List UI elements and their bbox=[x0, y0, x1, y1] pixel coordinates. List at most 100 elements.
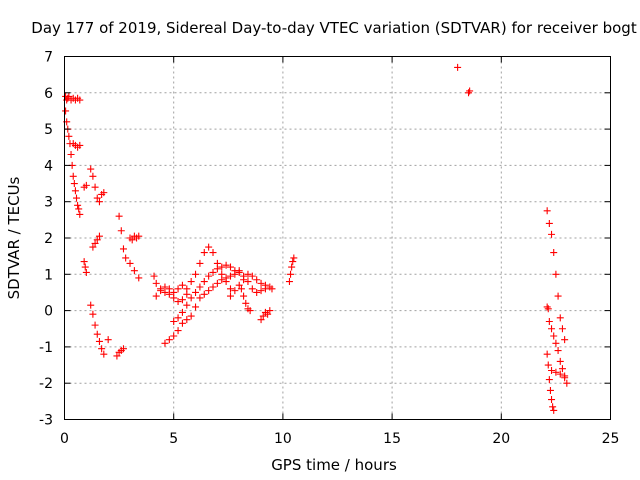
data-point bbox=[548, 366, 556, 374]
data-point bbox=[545, 317, 553, 325]
data-point bbox=[222, 274, 230, 282]
data-point bbox=[548, 230, 556, 238]
data-point bbox=[119, 345, 127, 353]
data-point bbox=[65, 132, 73, 140]
data-point bbox=[100, 189, 108, 197]
y-tick-label: -3 bbox=[39, 413, 53, 429]
data-point bbox=[71, 187, 79, 195]
data-point bbox=[550, 332, 558, 340]
data-point bbox=[80, 258, 88, 266]
data-point bbox=[253, 276, 261, 284]
data-point bbox=[285, 278, 293, 286]
data-point bbox=[87, 301, 95, 309]
data-point bbox=[178, 308, 186, 316]
data-point bbox=[170, 317, 178, 325]
data-points bbox=[62, 63, 571, 414]
y-axis-label: SDTVAR / TECUs bbox=[5, 176, 23, 299]
data-point bbox=[192, 303, 200, 311]
data-point bbox=[218, 276, 226, 284]
data-point bbox=[209, 268, 217, 276]
data-point bbox=[135, 232, 143, 240]
data-point bbox=[113, 352, 121, 360]
data-point bbox=[65, 92, 73, 100]
data-point bbox=[93, 194, 101, 202]
x-tick-label: 5 bbox=[169, 431, 178, 447]
data-point bbox=[209, 283, 217, 291]
data-point bbox=[95, 198, 103, 206]
data-point bbox=[82, 268, 90, 276]
data-point bbox=[266, 307, 274, 315]
data-point bbox=[244, 270, 252, 278]
data-point bbox=[543, 350, 551, 358]
data-point bbox=[128, 236, 136, 244]
data-point bbox=[552, 339, 560, 347]
x-tick-label: 0 bbox=[60, 431, 69, 447]
data-point bbox=[237, 285, 245, 293]
data-point bbox=[152, 279, 160, 287]
data-point bbox=[89, 243, 97, 251]
data-point bbox=[288, 263, 296, 271]
data-point bbox=[200, 278, 208, 286]
data-point bbox=[563, 379, 571, 387]
data-point bbox=[89, 310, 97, 318]
data-point bbox=[550, 406, 558, 414]
data-point bbox=[81, 263, 89, 271]
data-point bbox=[231, 287, 239, 295]
data-point bbox=[161, 339, 169, 347]
grid-lines bbox=[64, 56, 611, 420]
data-point bbox=[226, 292, 234, 300]
data-point bbox=[70, 180, 78, 188]
data-point bbox=[545, 376, 553, 384]
data-point bbox=[289, 258, 297, 266]
data-point bbox=[548, 396, 556, 404]
data-point bbox=[200, 290, 208, 298]
data-point bbox=[196, 259, 204, 267]
data-point bbox=[192, 288, 200, 296]
data-point bbox=[259, 312, 267, 320]
data-point bbox=[244, 278, 252, 286]
axis-ticks bbox=[64, 56, 611, 420]
data-point bbox=[178, 281, 186, 289]
data-point bbox=[187, 278, 195, 286]
data-point bbox=[196, 283, 204, 291]
x-axis-label: GPS time / hours bbox=[271, 456, 397, 474]
data-point bbox=[264, 310, 272, 318]
data-point bbox=[183, 301, 191, 309]
data-point bbox=[226, 272, 234, 280]
data-point bbox=[465, 89, 473, 97]
data-point bbox=[248, 285, 256, 293]
data-point bbox=[556, 357, 564, 365]
y-tick-label: 5 bbox=[44, 122, 53, 138]
data-point bbox=[240, 292, 248, 300]
data-point bbox=[91, 239, 99, 247]
data-point bbox=[235, 281, 243, 289]
data-point bbox=[91, 183, 99, 191]
data-point bbox=[226, 263, 234, 271]
data-point bbox=[454, 63, 462, 71]
data-point bbox=[561, 336, 569, 344]
data-point bbox=[246, 307, 254, 315]
data-point bbox=[556, 370, 564, 378]
data-point bbox=[165, 285, 173, 293]
y-tick-label: 2 bbox=[44, 231, 53, 247]
data-point bbox=[76, 141, 84, 149]
data-point bbox=[549, 403, 557, 411]
x-tick-label: 10 bbox=[274, 431, 292, 447]
y-tick-label: 3 bbox=[44, 195, 53, 211]
data-point bbox=[117, 227, 125, 235]
data-point bbox=[205, 287, 213, 295]
data-point bbox=[213, 259, 221, 267]
y-tick-labels: -3 -2 -1 0 1 2 3 4 5 6 7 bbox=[39, 50, 53, 429]
data-point bbox=[183, 285, 191, 293]
data-point bbox=[200, 249, 208, 257]
data-point bbox=[226, 285, 234, 293]
data-point bbox=[544, 361, 552, 369]
data-point bbox=[240, 272, 248, 280]
data-point bbox=[95, 232, 103, 240]
data-point bbox=[261, 285, 269, 293]
data-point bbox=[150, 272, 158, 280]
data-point bbox=[104, 336, 112, 344]
data-point bbox=[95, 337, 103, 345]
data-point bbox=[552, 368, 560, 376]
data-point bbox=[183, 316, 191, 324]
